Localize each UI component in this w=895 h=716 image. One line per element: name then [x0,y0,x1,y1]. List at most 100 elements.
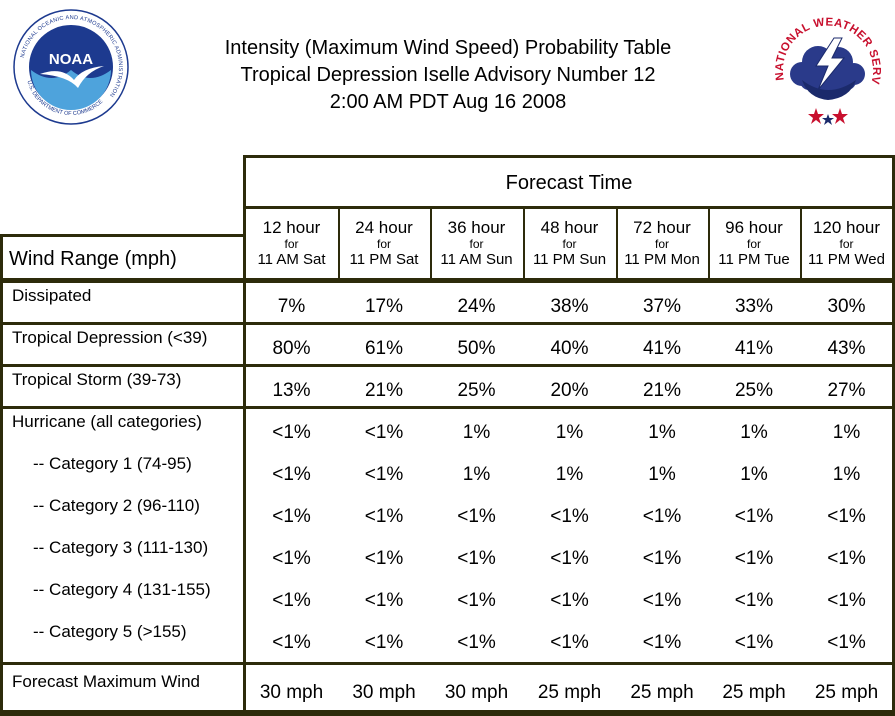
table-cell: 25% [734,380,774,401]
table-cell: <1% [272,548,311,569]
table-cell: 25 mph [630,682,694,703]
table-cell: 43% [827,338,866,359]
grid-line [708,206,710,280]
row-label: Tropical Depression (<39) [12,328,208,347]
table-cell: <1% [272,506,311,527]
row-label: -- Category 1 (74-95) [33,454,192,473]
table-cell: <1% [642,632,682,653]
table-cell: 40% [550,338,589,359]
table-cell: <1% [550,590,589,611]
forecast-time-header: Forecast Time [505,171,633,194]
table-cell: <1% [364,590,404,611]
table-cell: <1% [827,632,866,653]
table-cell: 1% [832,464,861,485]
table-cell: <1% [827,506,866,527]
table-cell: 13% [272,380,311,401]
column-header-time: 11 AM Sat [257,251,326,268]
row-label: -- Category 3 (111-130) [33,538,209,557]
column-header-hour: 120 hour [812,218,881,237]
table-cell: <1% [734,548,774,569]
column-header-time: 11 AM Sun [440,251,513,268]
row-label: -- Category 4 (131-155) [33,580,211,599]
column-header: 36 hour for 11 AM Sun [430,218,523,278]
table-cell: 25 mph [722,682,786,703]
column-header-time: 11 PM Mon [624,251,700,268]
grid-line [243,155,246,215]
table-cell: <1% [734,632,774,653]
title-block: Intensity (Maximum Wind Speed) Probabili… [150,35,746,116]
row-label: -- Category 5 (>155) [33,622,187,641]
table-cell: 20% [550,380,589,401]
column-header-time: 11 PM Tue [718,251,790,268]
table-cell: <1% [364,548,404,569]
table-cell: <1% [827,590,866,611]
column-header-hour: 48 hour [540,218,599,237]
table-cell: <1% [272,632,311,653]
grid-line [243,206,246,280]
noaa-logo: NOAA NATIONAL OCEANIC AND ATMOSPHERIC AD… [12,8,130,126]
row-label: Forecast Maximum Wind [12,672,200,691]
column-header-for: for [654,237,669,251]
table-cell: 30 mph [444,682,509,703]
table-cell: <1% [364,632,404,653]
wind-range-header: Wind Range (mph) [9,247,177,270]
column-header-for: for [284,237,299,251]
svg-text:NOAA: NOAA [49,51,93,68]
table-cell: 37% [642,296,682,317]
grid-line [0,713,895,716]
table-cell: <1% [457,506,496,527]
table-cell: 25 mph [814,682,879,703]
column-header-hour: 12 hour [262,218,321,237]
column-header: 12 hour for 11 AM Sat [245,218,338,278]
grid-line [0,364,895,367]
table-cell: <1% [272,590,311,611]
table-cell: 21% [642,380,682,401]
column-header-time: 11 PM Wed [808,251,885,268]
column-header: 24 hour for 11 PM Sat [338,218,430,278]
table-cell: 25 mph [537,682,602,703]
table-cell: <1% [457,548,496,569]
table-cell: <1% [642,590,682,611]
table-cell: 41% [642,338,682,359]
table-cell: 30 mph [352,682,416,703]
grid-line [0,322,895,325]
column-header: 96 hour for 11 PM Tue [708,218,800,278]
column-header-hour: 96 hour [725,218,783,237]
table-cell: 38% [550,296,589,317]
grid-line [0,278,895,283]
grid-line [523,206,525,280]
grid-line [243,155,895,158]
grid-line [0,406,895,409]
table-cell: 1% [648,464,676,485]
table-cell: 1% [832,422,861,443]
table-cell: 17% [364,296,404,317]
grid-line [892,155,895,716]
table-cell: <1% [550,506,589,527]
column-header-for: for [376,237,391,251]
column-header-for: for [839,237,854,251]
row-label: Tropical Storm (39-73) [12,370,182,389]
table-cell: <1% [642,506,682,527]
grid-line [0,234,246,237]
table-cell: 1% [555,422,584,443]
column-header-hour: 72 hour [633,218,691,237]
column-header-time: 11 PM Sun [532,251,607,268]
table-cell: <1% [550,632,589,653]
table-cell: 61% [364,338,404,359]
table-cell: 33% [734,296,774,317]
table-cell: 1% [648,422,676,443]
row-label: Hurricane (all categories) [12,412,202,431]
column-header: 120 hour for 11 PM Wed [800,218,893,278]
table-cell: <1% [364,506,404,527]
column-header-for: for [562,237,577,251]
table-cell: <1% [550,548,589,569]
table-cell: <1% [364,422,404,443]
table-cell: 1% [740,422,768,443]
row-label: Dissipated [12,286,92,305]
table-cell: <1% [457,590,496,611]
table-cell: <1% [272,422,311,443]
table-cell: <1% [734,506,774,527]
table-cell: 1% [740,464,768,485]
grid-line [800,206,802,280]
column-header: 48 hour for 11 PM Sun [523,218,616,278]
